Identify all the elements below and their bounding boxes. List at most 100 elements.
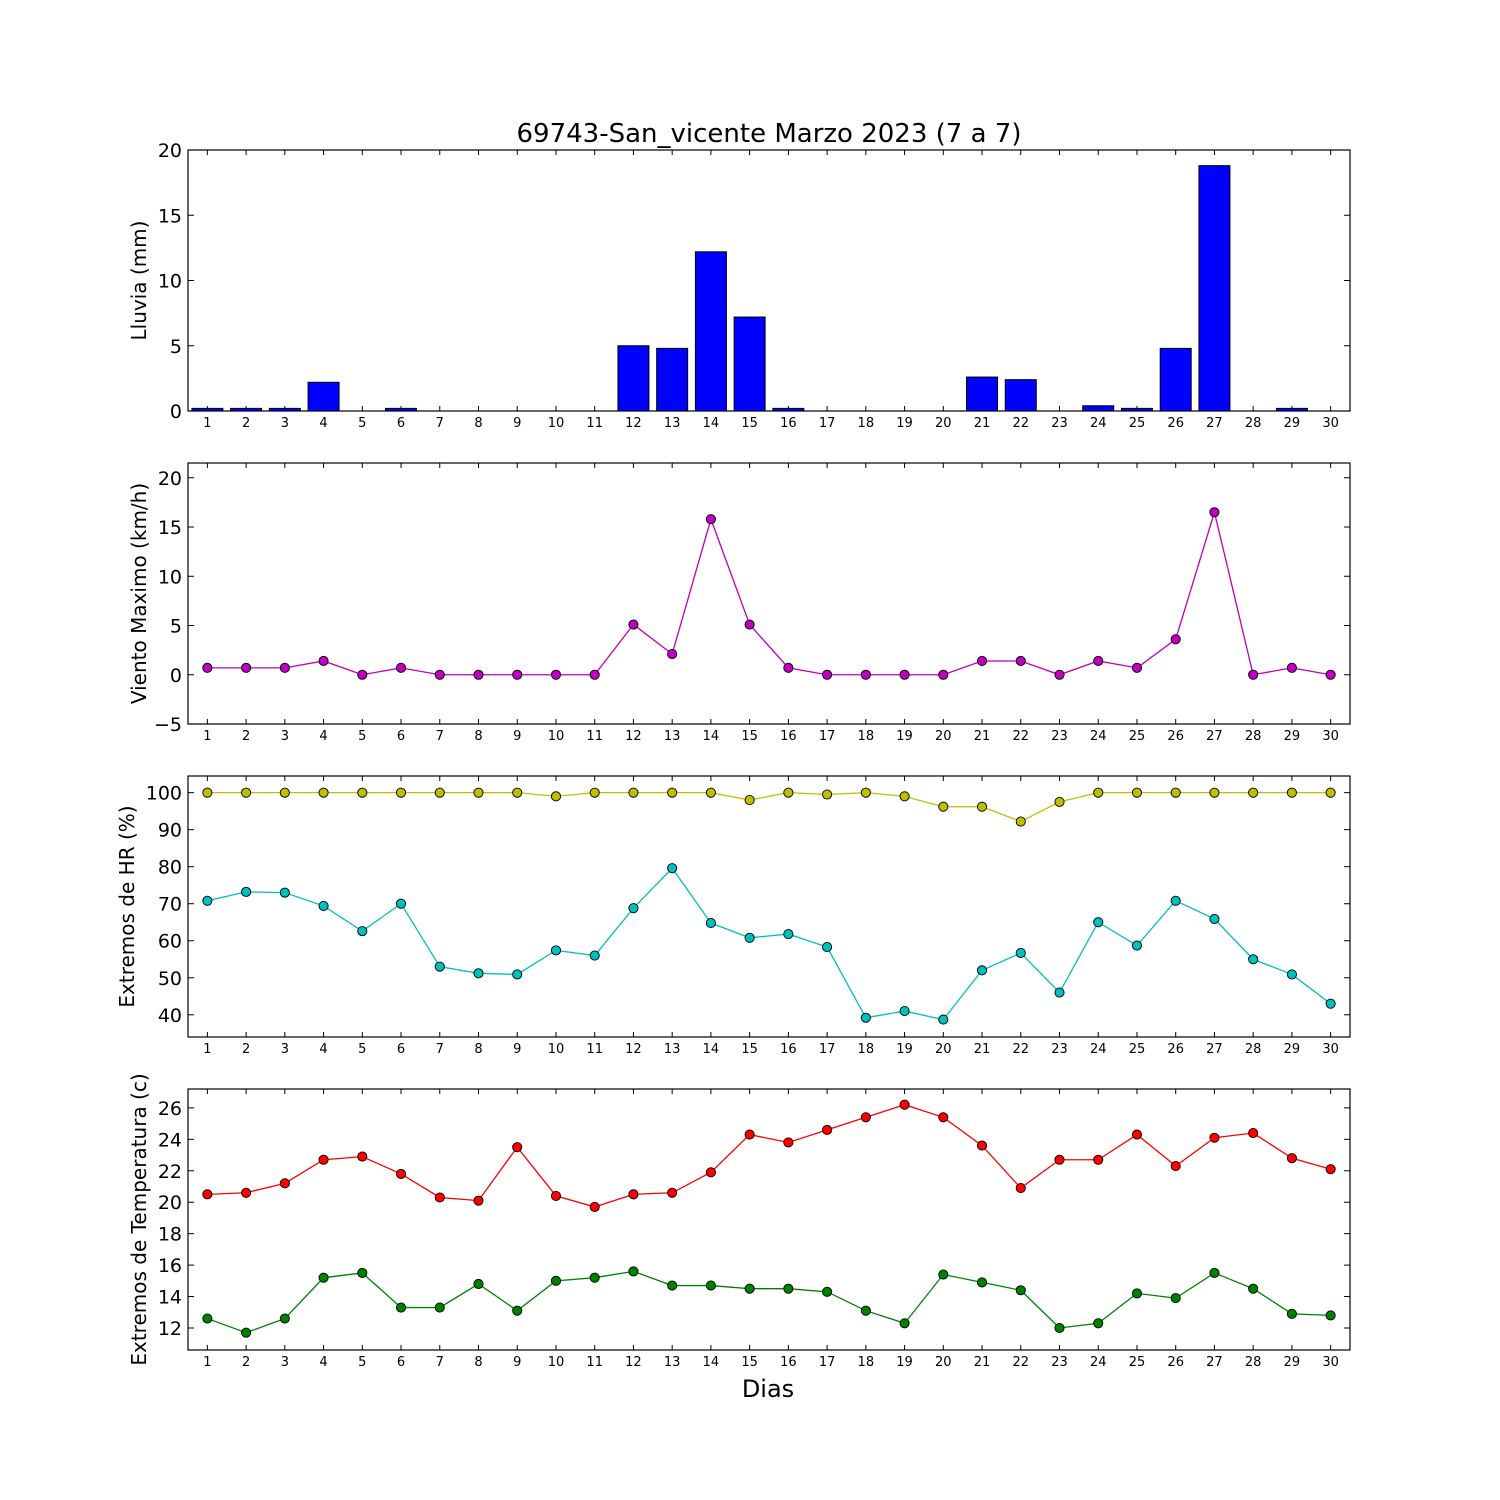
xtick-label: 6 — [397, 729, 405, 744]
xtick-label: 12 — [625, 1355, 642, 1370]
data-point — [550, 1190, 562, 1201]
ytick-label: 14 — [158, 1287, 182, 1309]
xtick-label: 13 — [664, 1042, 681, 1057]
ytick-label: 5 — [170, 336, 182, 358]
data-point — [202, 662, 213, 673]
data-point — [318, 1154, 329, 1165]
ytick-label: 80 — [158, 857, 182, 879]
data-point — [1093, 655, 1104, 667]
ytick-label: 10 — [158, 566, 182, 588]
xtick-label: 20 — [935, 1355, 952, 1370]
data-point — [512, 969, 523, 980]
xtick-label: 4 — [319, 729, 327, 744]
xtick-label: 14 — [703, 729, 720, 744]
bar — [1004, 379, 1037, 412]
xtick-label: 25 — [1129, 416, 1146, 431]
xtick-label: 18 — [858, 1355, 875, 1370]
data-point — [1325, 1164, 1336, 1175]
data-point — [318, 900, 329, 911]
xtick-label: 12 — [625, 1042, 642, 1057]
data-point — [744, 795, 755, 806]
bar — [1082, 405, 1115, 412]
ytick-label: 12 — [158, 1318, 182, 1340]
data-point — [512, 1142, 523, 1153]
data-point — [1325, 787, 1336, 798]
data-point — [550, 669, 562, 680]
ytick-label: 16 — [158, 1255, 182, 1277]
ytick-label: 70 — [158, 894, 182, 916]
ytick-label: 20 — [158, 468, 182, 490]
ytick-label: 100 — [146, 783, 182, 805]
xtick-label: 24 — [1090, 729, 1107, 744]
xtick-label: 15 — [741, 729, 758, 744]
data-point — [1170, 1160, 1181, 1172]
data-point — [667, 1187, 678, 1198]
data-point — [783, 662, 794, 673]
data-point — [279, 1313, 290, 1324]
data-point — [938, 1112, 949, 1123]
data-point — [434, 1192, 445, 1203]
data-point — [860, 669, 871, 680]
series-line-1 — [207, 1270, 1331, 1334]
data-point — [357, 1151, 368, 1162]
ytick-label: 0 — [170, 665, 182, 687]
data-point — [1015, 1183, 1026, 1194]
data-point — [628, 1189, 639, 1200]
data-point — [822, 669, 833, 680]
xtick-label: 16 — [780, 416, 797, 431]
data-point — [667, 863, 678, 874]
data-point — [705, 787, 716, 798]
xtick-label: 4 — [319, 416, 327, 431]
xtick-label: 21 — [974, 1042, 991, 1057]
xtick-label: 19 — [896, 1355, 913, 1370]
data-point — [318, 787, 329, 798]
data-point — [1054, 669, 1065, 680]
data-point — [744, 619, 755, 630]
xtick-label: 2 — [242, 416, 250, 431]
xtick-label: 18 — [858, 416, 875, 431]
bar — [1120, 407, 1153, 412]
data-point — [279, 887, 290, 898]
xtick-label: 25 — [1129, 1042, 1146, 1057]
data-point — [589, 1201, 600, 1212]
data-point — [938, 1269, 949, 1280]
bar — [307, 381, 340, 412]
bar — [230, 407, 263, 412]
data-point — [473, 1195, 484, 1206]
xtick-label: 26 — [1167, 1042, 1184, 1057]
xtick-label: 11 — [586, 416, 603, 431]
data-point — [202, 1189, 213, 1200]
ytick-label: 15 — [158, 517, 182, 539]
data-point — [1286, 787, 1297, 798]
data-point — [976, 1140, 988, 1151]
data-point — [512, 1305, 523, 1316]
ytick-label: 20 — [158, 140, 182, 162]
data-point — [434, 1302, 445, 1313]
data-point — [434, 961, 445, 972]
data-point — [1054, 796, 1065, 807]
data-point — [1325, 1310, 1336, 1321]
xtick-label: 6 — [397, 416, 405, 431]
ytick-label: 0 — [170, 401, 182, 423]
data-point — [1248, 787, 1259, 798]
xtick-label: 24 — [1090, 1355, 1107, 1370]
ytick-label: 50 — [158, 968, 182, 990]
data-point — [434, 787, 445, 798]
xtick-label: 15 — [741, 416, 758, 431]
bar — [772, 407, 805, 412]
data-point — [899, 791, 910, 802]
xtick-label: 5 — [358, 1355, 366, 1370]
data-point — [628, 1266, 639, 1277]
data-point — [628, 619, 639, 630]
data-point — [1015, 816, 1026, 827]
ytick-label: 18 — [158, 1224, 182, 1246]
data-point — [822, 1286, 833, 1297]
data-point — [357, 669, 368, 680]
data-point — [705, 514, 716, 525]
bar — [191, 407, 224, 412]
xtick-label: 28 — [1245, 1042, 1262, 1057]
data-point — [783, 1283, 794, 1294]
data-point — [899, 669, 910, 680]
